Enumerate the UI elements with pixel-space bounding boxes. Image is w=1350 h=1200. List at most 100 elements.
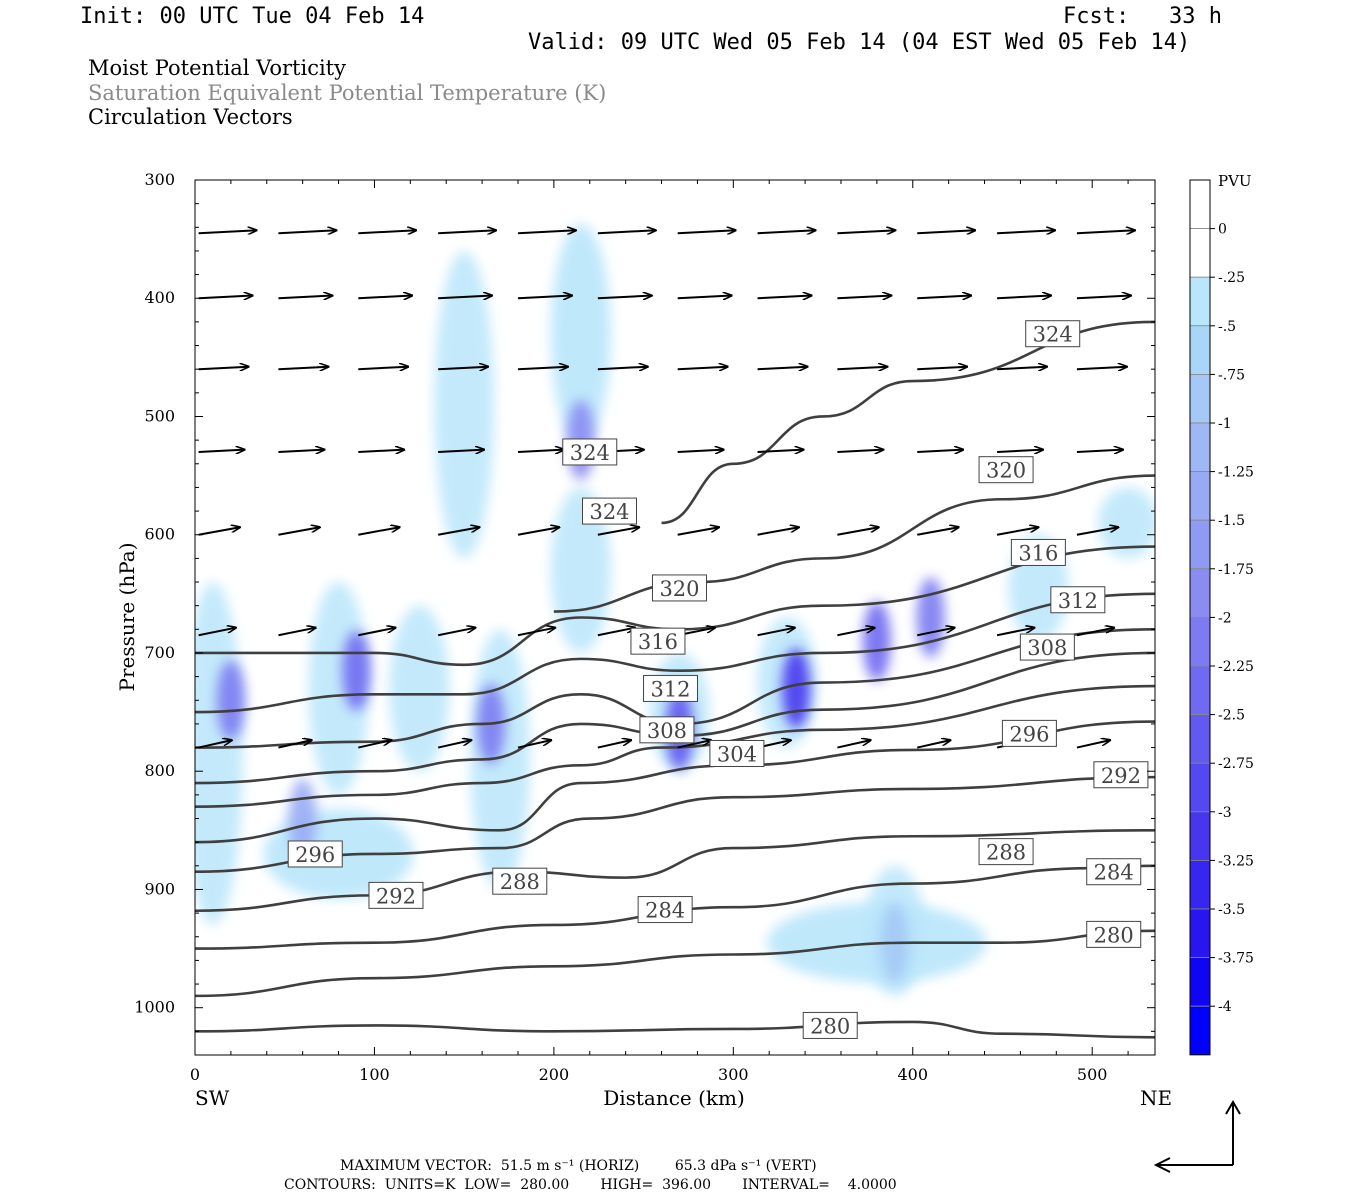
contour-label: 320	[986, 459, 1026, 483]
colorbar-level-label: -3.25	[1218, 853, 1254, 869]
pv-blob	[342, 630, 371, 711]
colorbar-swatch	[1189, 957, 1211, 1007]
x-tick-label: 300	[718, 1065, 749, 1084]
circulation-vector	[997, 367, 1047, 369]
circulation-vector	[997, 296, 1051, 299]
circulation-vector	[677, 230, 736, 233]
circulation-vector	[1076, 527, 1118, 536]
circulation-vector	[597, 296, 652, 299]
circulation-vector	[438, 296, 492, 299]
circulation-vector	[278, 296, 332, 299]
circulation-vector	[917, 450, 963, 452]
contour-label-box	[582, 497, 638, 525]
contour-label-box	[651, 574, 707, 602]
contour-label-box	[562, 438, 618, 466]
colorbar-level-label: -2.25	[1218, 659, 1254, 675]
circulation-vector	[437, 740, 471, 749]
colorbar-swatch	[1189, 568, 1211, 618]
contour-label: 304	[717, 742, 757, 766]
contour-312	[195, 592, 1155, 714]
contour-324	[661, 320, 1155, 525]
contour-label-box	[978, 456, 1034, 484]
contour-label-box	[1093, 761, 1149, 789]
colorbar-level-label: -.75	[1218, 367, 1245, 383]
contour-label-box	[802, 1011, 858, 1039]
circulation-vector	[917, 628, 954, 637]
circulation-vector	[677, 740, 711, 749]
x-axis-title: Distance (km)	[603, 1086, 745, 1110]
contour-320	[553, 474, 1155, 613]
circulation-vector	[757, 527, 799, 536]
pv-region-light	[550, 223, 611, 444]
circulation-vector	[757, 367, 808, 369]
colorbar-level-label: -4	[1218, 999, 1232, 1015]
colorbar-level-label: -2.75	[1218, 756, 1254, 772]
contour-308	[195, 628, 1155, 749]
circulation-vector	[358, 527, 399, 536]
circulation-vector	[757, 450, 804, 452]
colorbar-swatch	[1189, 617, 1211, 667]
circulation-vector	[837, 367, 887, 369]
contour-labels: 3243243243203203163163123123083083042962…	[287, 320, 1149, 1039]
circulation-vector	[837, 628, 874, 637]
colorbar-level-label: -3	[1218, 805, 1232, 821]
circulation-vector	[837, 450, 883, 452]
circulation-vector	[517, 628, 555, 637]
x-axis-left-end: SW	[195, 1086, 230, 1110]
circulation-vector	[677, 527, 719, 536]
x-axis-right-end: NE	[1140, 1086, 1172, 1110]
contour-label: 284	[645, 899, 685, 923]
colorbar-swatch	[1189, 714, 1211, 764]
colorbar-level-label: -2	[1218, 610, 1232, 626]
forecast-hour: Fcst: 33 h	[1063, 4, 1222, 29]
colorbar-level-label: -3.5	[1218, 902, 1245, 918]
x-tick-label: 0	[190, 1065, 200, 1084]
contour-label: 288	[986, 841, 1026, 865]
colorbar-swatch	[1189, 422, 1211, 472]
circulation-vector	[358, 296, 412, 299]
circulation-vector	[278, 628, 315, 637]
circulation-vector	[198, 740, 232, 749]
contour-label: 324	[1033, 323, 1073, 347]
colorbar-swatch	[1189, 762, 1211, 813]
circulation-vector	[1076, 296, 1131, 299]
field-title-pv: Moist Potential Vorticity	[88, 56, 346, 80]
x-tick-label: 200	[539, 1065, 570, 1084]
circulation-vector	[997, 450, 1043, 452]
circulation-vector	[517, 296, 572, 299]
circulation-vector	[996, 527, 1038, 536]
circulation-vector	[996, 628, 1034, 637]
contour-284	[195, 864, 1155, 950]
colorbar-level-label: -.5	[1218, 319, 1236, 335]
circulation-vector	[757, 628, 795, 637]
circulation-vector	[917, 740, 950, 749]
contour-label-box	[1025, 320, 1081, 348]
colorbar-level-label: -.25	[1218, 270, 1245, 286]
circulation-vector	[917, 296, 971, 299]
circulation-vector	[517, 367, 568, 369]
x-tick-label: 400	[897, 1065, 928, 1084]
circulation-vector	[358, 450, 404, 452]
circulation-vector	[438, 450, 484, 452]
colorbar: 0 -.25 -.5 -.75 -1 -1.25 -1.5 -1.75 -2 -2.25 -2.5 -…	[1189, 179, 1254, 1056]
colorbar-swatch	[1189, 908, 1211, 958]
field-title-thetae: Saturation Equivalent Potential Temperat…	[88, 81, 607, 105]
pv-region-light	[434, 250, 495, 559]
colorbar-level-label: -3.75	[1218, 951, 1254, 967]
pv-shading	[195, 223, 1155, 996]
contour-label-box	[643, 674, 699, 702]
circulation-vector	[597, 527, 639, 536]
pv-blob	[216, 660, 245, 741]
contour-label: 292	[1101, 764, 1141, 788]
contour-label: 316	[638, 630, 678, 654]
contour-label: 324	[589, 500, 629, 524]
contour-label: 308	[1027, 636, 1067, 660]
x-tick-label: 500	[1077, 1065, 1108, 1084]
colorbar-level-label: -1	[1218, 416, 1232, 432]
pv-region-light	[1098, 487, 1155, 559]
plot-frame	[194, 179, 1156, 1056]
contour-label-box	[287, 840, 343, 868]
contour-label-box	[637, 896, 693, 924]
contour-300	[195, 684, 1155, 808]
